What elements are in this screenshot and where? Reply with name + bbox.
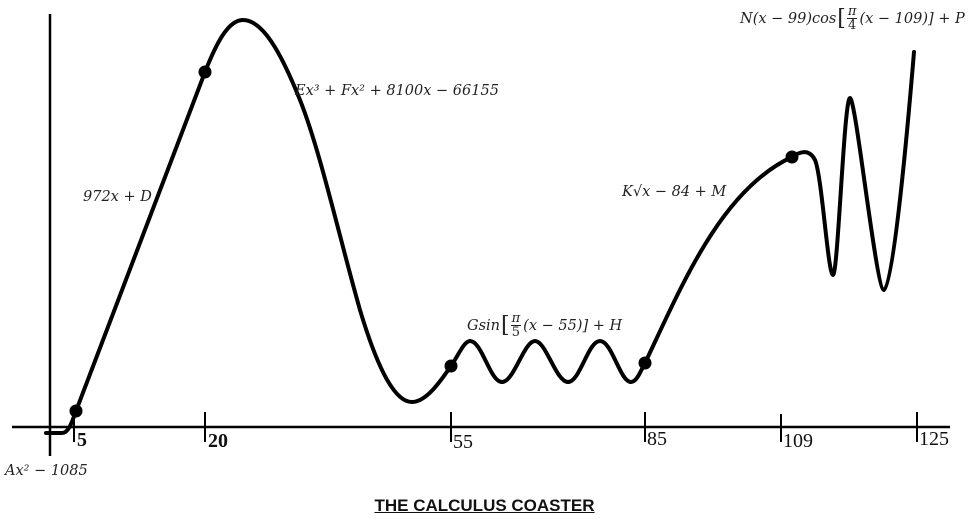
formula-cosine-prefix: N(x − 99)cos <box>740 10 837 27</box>
tick-label-55: 55 <box>453 431 473 453</box>
formula-sine-suffix: (x − 55)] + H <box>523 317 623 334</box>
tick-label-85: 85 <box>647 428 667 450</box>
formula-cosine: N(x − 99)cos [ π 4 (x − 109)] + P <box>740 4 965 33</box>
tick-label-125: 125 <box>919 428 949 450</box>
formula-sine-prefix: Gsin <box>467 317 501 334</box>
diagram-title: THE CALCULUS COASTER <box>374 496 595 515</box>
tick-label-109: 109 <box>783 430 813 452</box>
junction-points <box>69 65 799 418</box>
formula-cosine-fraction: π 4 <box>846 4 858 33</box>
formula-quadratic: Ax² − 1085 <box>5 463 88 479</box>
formula-sine: Gsin [ π 5 (x − 55)] + H <box>467 311 623 340</box>
tick-label-20: 20 <box>208 430 228 452</box>
formula-sine-fraction: π 5 <box>510 311 522 340</box>
formula-sqrt: K√x − 84 + M <box>622 184 727 200</box>
junction-point <box>785 150 799 164</box>
junction-point <box>198 65 212 79</box>
coaster-curve <box>44 18 916 435</box>
formula-linear: 972x + D <box>83 189 152 205</box>
tick-label-5: 5 <box>77 429 87 451</box>
x-axis-ticks <box>73 412 918 442</box>
formula-cosine-suffix: (x − 109)] + P <box>859 10 965 27</box>
junction-point <box>444 359 458 373</box>
junction-point <box>638 356 652 370</box>
formula-cubic: Ex³ + Fx² + 8100x − 66155 <box>295 83 499 99</box>
junction-point <box>69 404 83 418</box>
